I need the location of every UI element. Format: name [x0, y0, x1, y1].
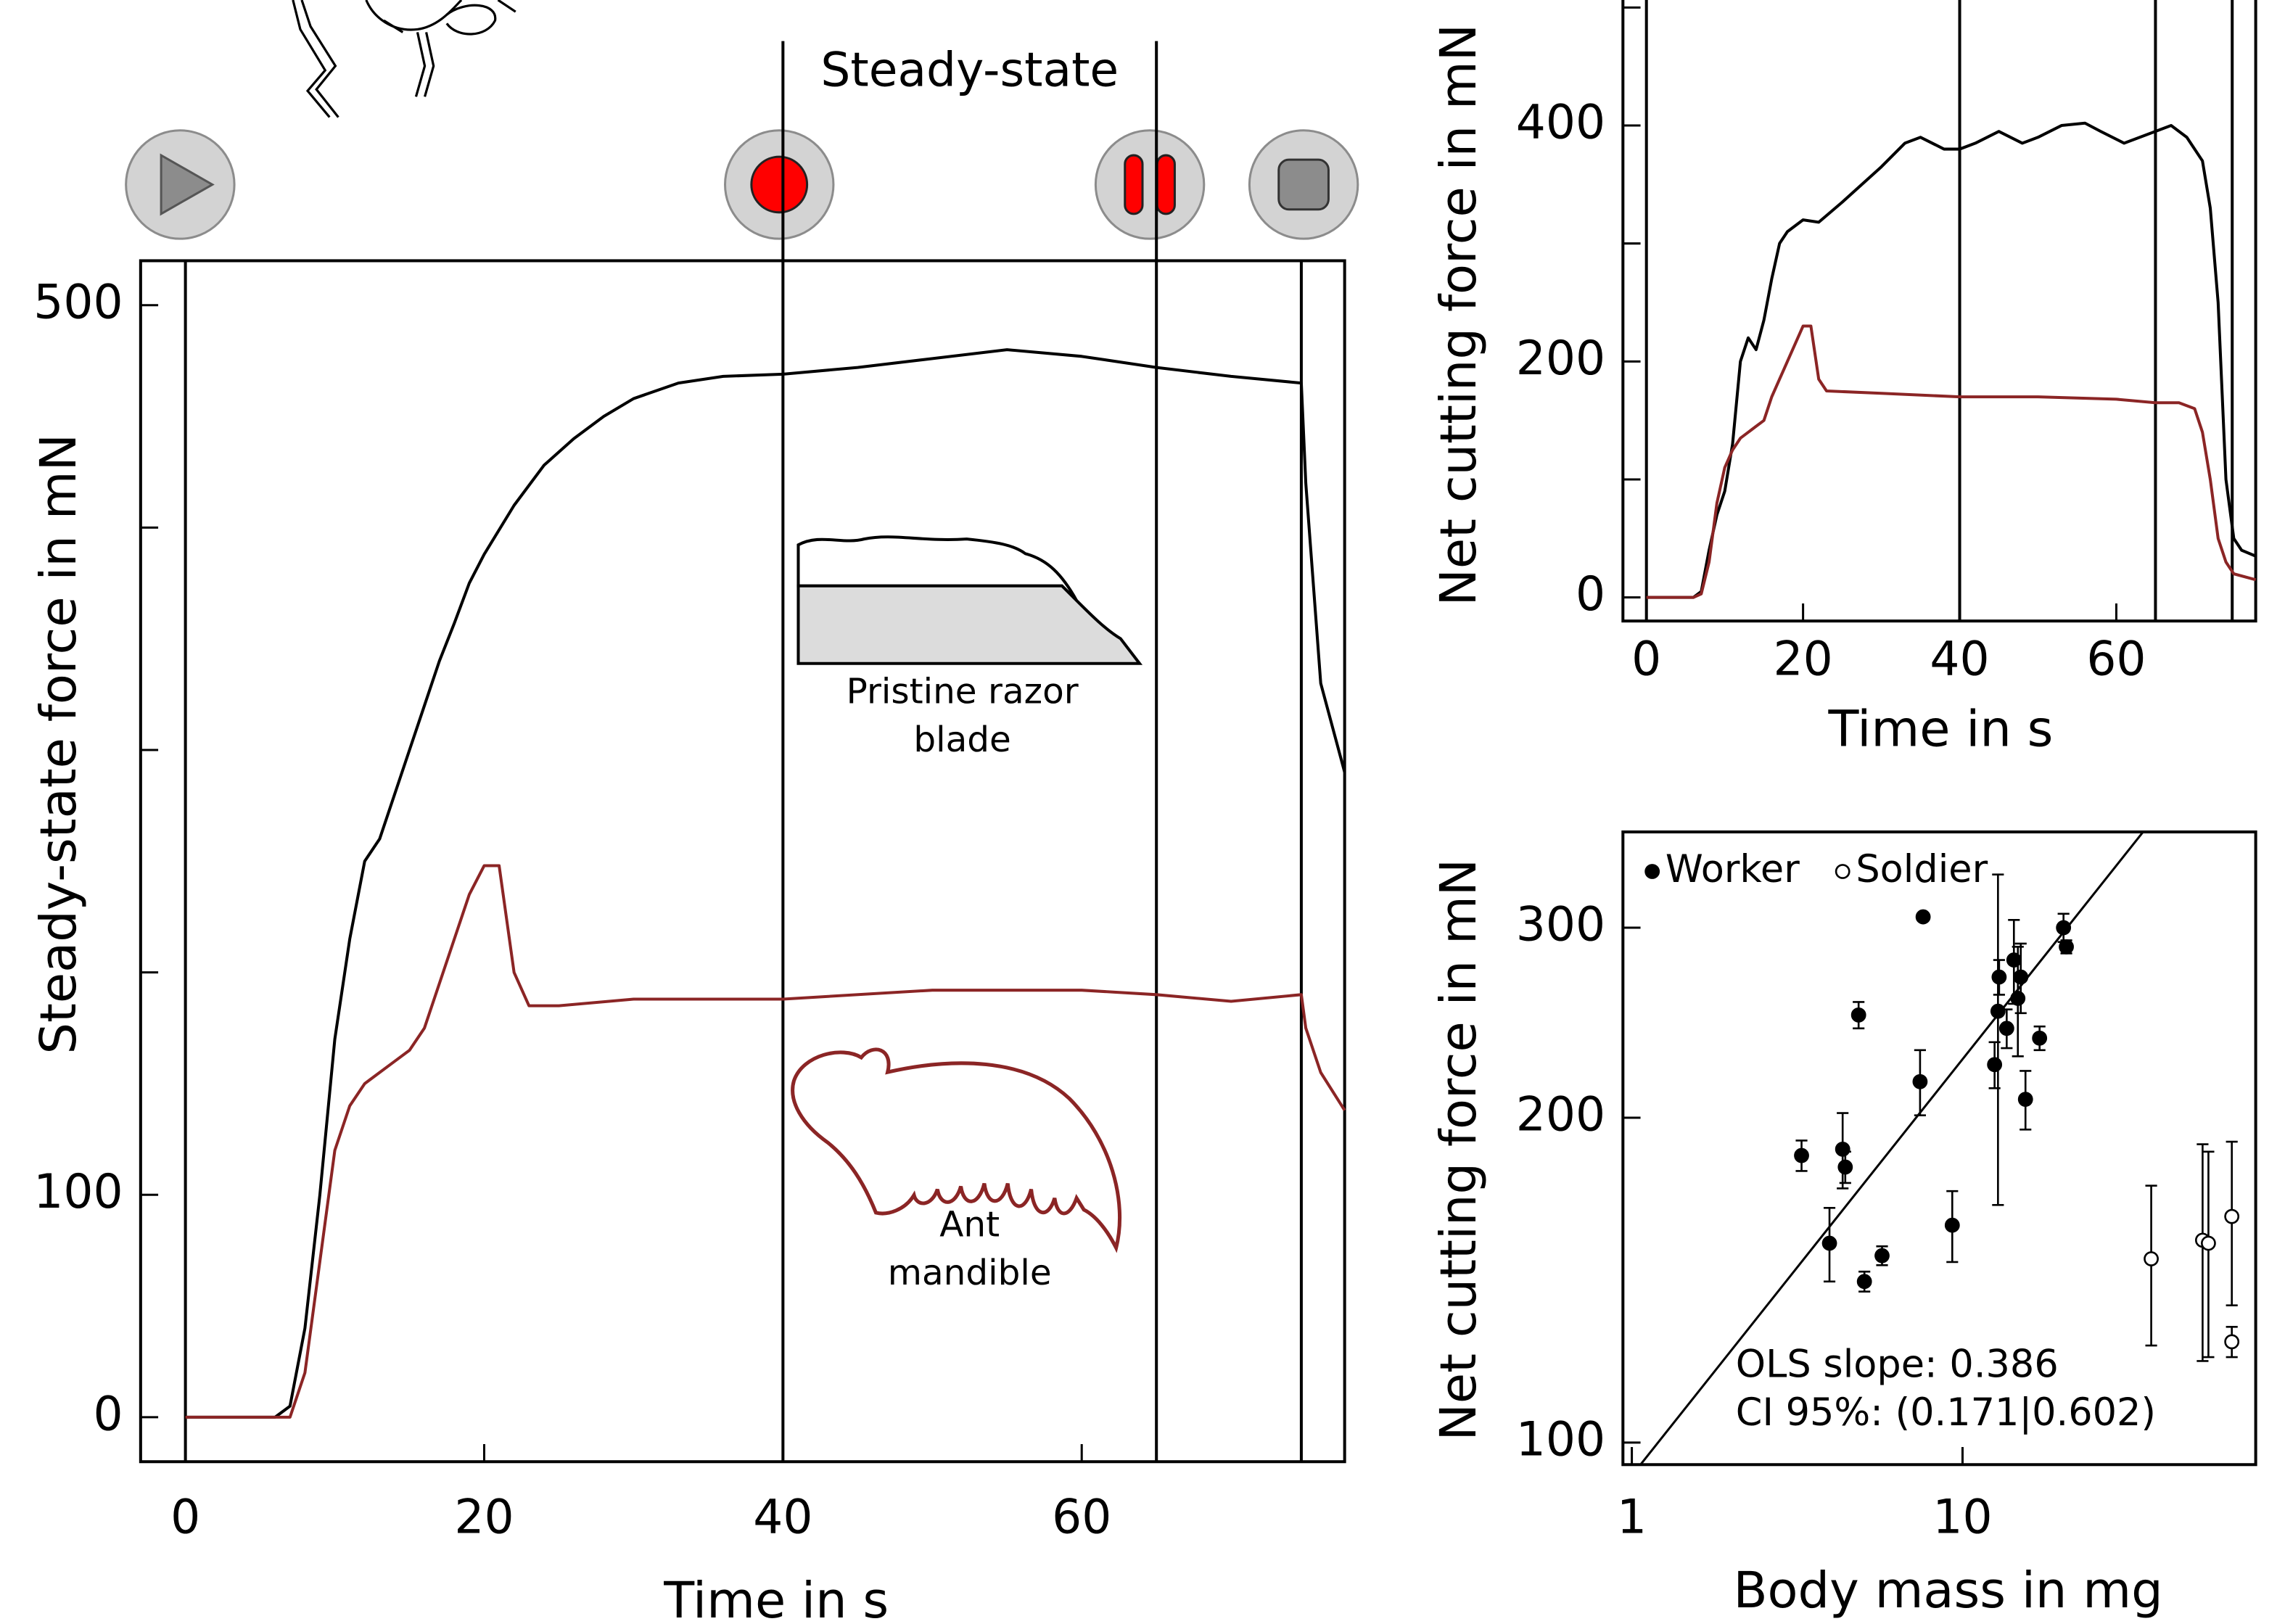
data-point [1821, 1235, 1837, 1251]
ant-body [365, 0, 463, 31]
y-axis-label: Net cutting force in mN [1430, 859, 1488, 1441]
data-point [2010, 991, 2026, 1006]
data-point [2144, 1251, 2159, 1266]
x-tick-label: 0 [170, 1491, 200, 1545]
data-point [2013, 969, 2029, 985]
inset-label: Ant mandible [887, 1203, 1052, 1294]
fit-line [1639, 831, 2145, 1465]
y-tick-label: 200 [1516, 1088, 1605, 1142]
y-tick-label: 0 [1576, 567, 1605, 622]
data-point [2017, 1092, 2033, 1108]
record-icon [750, 155, 809, 214]
y-tick-label: 0 [94, 1387, 123, 1441]
stop-icon [1277, 158, 1330, 211]
data-point [2224, 1208, 2240, 1224]
data-point [1850, 1007, 1866, 1023]
data-point [1944, 1217, 1960, 1233]
razor-blade-drawing [796, 535, 1143, 665]
force-trace [185, 864, 1346, 1419]
data-point [1987, 1057, 2003, 1073]
data-point [1835, 1141, 1850, 1157]
record-button [724, 129, 835, 240]
y-tick-label: 300 [1516, 898, 1605, 952]
x-axis-label: Time in s [663, 1572, 889, 1624]
inset-label-box: Pristine razor blade [846, 670, 1079, 761]
x-tick-label: 40 [1930, 632, 1989, 686]
force-trace [185, 348, 1346, 1419]
ant-head [445, 4, 497, 36]
y-tick-label: 200 [1516, 331, 1605, 386]
phase-label: Steady-state [820, 44, 1119, 98]
x-axis-label: Body mass in mg [1733, 1562, 2162, 1620]
plot-area [1639, 831, 2240, 1465]
force-trace [1646, 324, 2257, 599]
y-tick-label: 100 [33, 1165, 123, 1219]
data-point [1991, 969, 2007, 985]
ant-detail [383, 0, 516, 33]
stop-button [1248, 129, 1359, 240]
ant-leg [292, 0, 339, 118]
y-tick-label: 500 [33, 275, 123, 329]
x-axis-label: Time in s [1827, 701, 2053, 759]
x-tick-label: 40 [753, 1491, 812, 1545]
data-point [2032, 1030, 2048, 1046]
data-point [1915, 909, 1931, 925]
data-point [1856, 1274, 1872, 1290]
x-tick-label: 20 [454, 1491, 514, 1545]
pause-icon [1156, 154, 1176, 215]
y-axis-label: Steady-state force in mN [30, 434, 88, 1054]
pause-button [1094, 129, 1206, 240]
data-point [1794, 1147, 1809, 1163]
x-tick-label: 0 [1631, 632, 1661, 686]
inset-label: Pristine razor blade [846, 670, 1079, 761]
plot-frame [139, 259, 1346, 1464]
data-point [1874, 1248, 1890, 1264]
y-tick-label: 400 [1516, 96, 1605, 150]
x-tick-label: 60 [1052, 1491, 1111, 1545]
data-point [1912, 1073, 1928, 1089]
plot-frame [1621, 830, 2257, 1467]
force-trace [1646, 121, 2257, 599]
stats-annotation: CI 95%: (0.171|0.602) [1736, 1390, 2156, 1435]
data-point [2201, 1235, 2216, 1251]
ant-leg [414, 32, 435, 97]
data-point [2056, 920, 2072, 936]
data-point [1990, 1003, 2006, 1019]
legend-marker [1835, 864, 1850, 879]
data-point [1998, 1021, 2014, 1036]
x-tick-label: 1 [1617, 1491, 1647, 1545]
x-tick-label: 10 [1932, 1491, 1992, 1545]
button-circle [1094, 129, 1206, 240]
y-tick-label: 100 [1516, 1412, 1605, 1467]
data-point [2059, 939, 2074, 955]
y-axis-label: Net cutting force in mN [1430, 24, 1488, 606]
data-point [1837, 1159, 1853, 1175]
inset-label-box: Ant mandible [887, 1203, 1052, 1294]
legend-label: Worker [1666, 847, 1800, 891]
stats-annotation: OLS slope: 0.386 [1736, 1343, 2059, 1387]
play-button [125, 129, 236, 240]
x-tick-label: 20 [1774, 632, 1833, 686]
pause-icon [1124, 154, 1144, 215]
legend-label: Soldier [1856, 847, 1988, 891]
legend-marker [1644, 864, 1660, 879]
x-tick-label: 60 [2086, 632, 2146, 686]
mandible-drawing [791, 1047, 1122, 1253]
blade-bottom [796, 584, 1143, 665]
plot-frame [1621, 0, 2257, 623]
data-point [2224, 1334, 2240, 1350]
ant-drawing [292, 0, 516, 118]
play-icon [160, 153, 215, 216]
